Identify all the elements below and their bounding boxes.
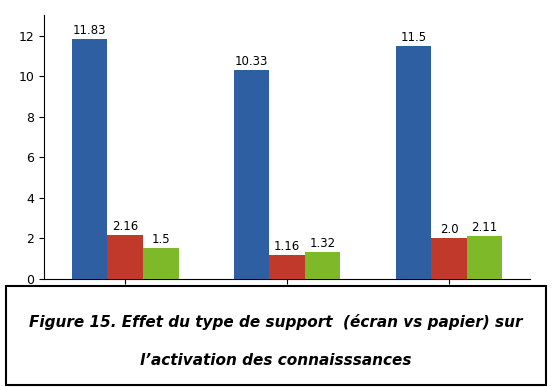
Text: 2.16: 2.16	[112, 220, 138, 233]
Bar	[305, 252, 341, 279]
Text: 1.32: 1.32	[310, 237, 336, 250]
Text: 2.11: 2.11	[471, 221, 498, 234]
Bar	[143, 248, 178, 279]
Bar	[107, 235, 143, 279]
Text: 1.5: 1.5	[151, 233, 170, 246]
Text: l’activation des connaisssances: l’activation des connaisssances	[140, 353, 412, 368]
Bar	[396, 46, 431, 279]
Bar	[72, 39, 107, 279]
Legend: Info Pert, Info Moy Pert, Info Non Pert: Info Pert, Info Moy Pert, Info Non Pert	[135, 332, 439, 355]
Text: 1.16: 1.16	[274, 240, 300, 253]
Bar	[233, 70, 269, 279]
FancyBboxPatch shape	[6, 286, 546, 385]
Text: 11.5: 11.5	[400, 31, 426, 44]
Text: 11.83: 11.83	[73, 24, 106, 37]
Text: 10.33: 10.33	[235, 55, 268, 67]
Bar	[269, 255, 305, 279]
Bar	[467, 236, 502, 279]
Bar	[431, 238, 467, 279]
Text: 2.0: 2.0	[439, 223, 458, 236]
Text: Figure 15. Effet du type de support  (écran vs papier) sur: Figure 15. Effet du type de support (écr…	[29, 314, 523, 330]
